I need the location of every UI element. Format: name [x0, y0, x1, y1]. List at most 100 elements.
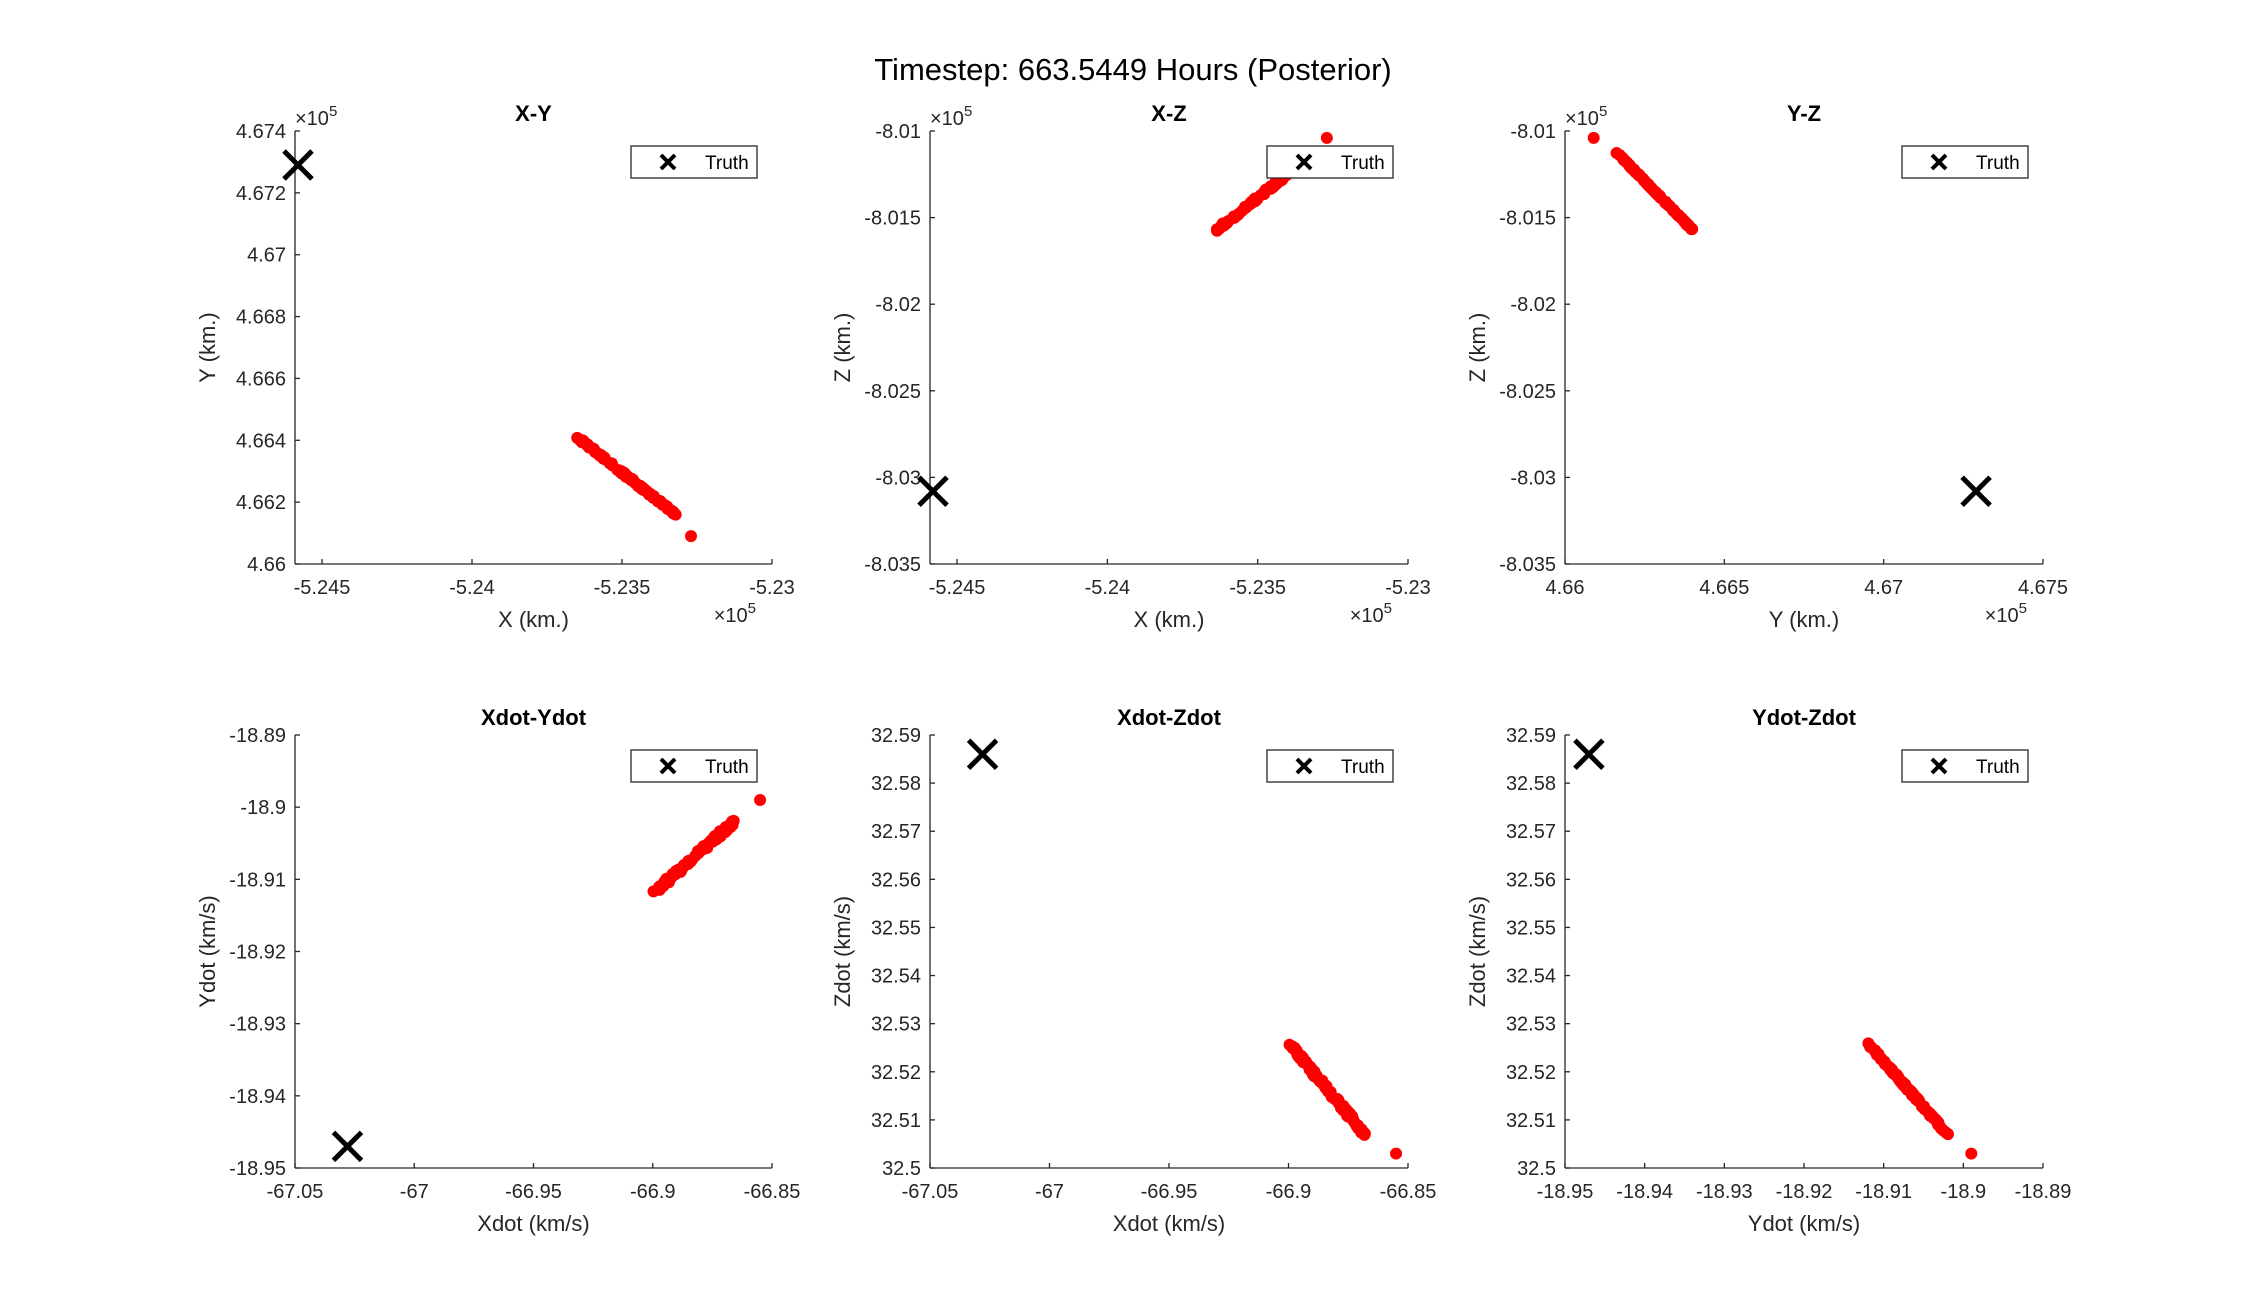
y-axis-label: Y (km.) — [195, 312, 220, 382]
particle-point — [571, 431, 584, 444]
y-tick-label: 32.54 — [871, 966, 921, 988]
subplot-xdot-zdot: -67.05 -67 -66.95 -66.9 -66.85 32.5 32.51 32.52… — [830, 705, 1436, 1236]
legend-marker-icon — [659, 757, 677, 775]
x-tick-label: -66.9 — [630, 1181, 676, 1203]
y-tick-label: 32.51 — [1506, 1110, 1556, 1132]
x-tick-label: -67 — [400, 1181, 429, 1203]
y-tick-label: -8.03 — [875, 467, 921, 489]
x-tick-label: -66.9 — [1266, 1181, 1312, 1203]
subplot-title: X-Z — [1151, 101, 1186, 126]
x-axis-label: Xdot (km/s) — [477, 1211, 589, 1236]
y-axis-label: Z (km.) — [830, 313, 855, 383]
y-exponent-label: ×105 — [1565, 103, 1607, 130]
particle-point — [1337, 1103, 1350, 1116]
particle-point — [637, 483, 650, 496]
y-tick-label: -8.035 — [1499, 554, 1556, 576]
particle-point — [714, 830, 727, 843]
legend-label: Truth — [1976, 153, 2020, 174]
particle-point — [754, 793, 767, 806]
y-tick-label: -18.94 — [229, 1086, 286, 1108]
particle-point — [1320, 131, 1333, 144]
x-tick-label: -67 — [1035, 1181, 1064, 1203]
subplot-xdot-ydot: -67.05 -67 -66.95 -66.9 -66.85 -18.95 -18.94 -1… — [195, 705, 800, 1236]
y-tick-label: 4.664 — [236, 430, 286, 452]
y-tick-label: 32.56 — [871, 869, 921, 891]
particle-point — [1931, 1116, 1944, 1129]
y-tick-label: -18.91 — [229, 869, 286, 891]
particle-point — [1299, 1055, 1312, 1068]
y-tick-label: 32.56 — [1506, 869, 1556, 891]
y-tick-label: 4.66 — [247, 554, 286, 576]
legend-box — [630, 145, 758, 179]
y-tick-label: 4.674 — [236, 121, 286, 143]
particle-point — [1627, 163, 1640, 176]
y-tick-label: 32.5 — [882, 1158, 921, 1180]
x-tick-label: -66.85 — [1380, 1181, 1437, 1203]
y-tick-label: 4.662 — [236, 492, 286, 514]
truth-marker — [917, 475, 949, 508]
legend-box — [630, 749, 758, 783]
x-tick-label: -66.95 — [1141, 1181, 1198, 1203]
x-tick-label: 4.66 — [1546, 577, 1585, 599]
legend: Truth — [1901, 145, 2029, 179]
x-exponent-label: ×105 — [1350, 600, 1392, 627]
particle-point — [618, 467, 631, 480]
particle-point — [1661, 198, 1674, 211]
particle-point — [1672, 209, 1685, 222]
truth-marker-stroke — [1960, 475, 1992, 508]
particle-point — [695, 843, 708, 856]
x-axis-label: Xdot (km/s) — [1113, 1211, 1225, 1236]
y-tick-label: 32.55 — [871, 917, 921, 939]
legend: Truth — [630, 749, 758, 783]
truth-marker — [1960, 475, 1992, 508]
y-tick-label: 4.668 — [236, 307, 286, 329]
x-axis-label: X (km.) — [1134, 607, 1205, 632]
x-tick-label: -18.91 — [1855, 1181, 1912, 1203]
y-tick-label: -8.025 — [1499, 381, 1556, 403]
y-tick-label: 4.666 — [236, 368, 286, 390]
subplot-y-z: 4.66 4.665 4.67 4.675 -8.035 -8.03 -8.025 -8.02… — [1465, 101, 2068, 632]
y-tick-label: -8.01 — [1510, 121, 1556, 143]
subplot-title: Xdot-Ydot — [481, 705, 587, 730]
y-axis-label: Z (km.) — [1465, 313, 1490, 383]
subplot-title: Xdot-Zdot — [1117, 705, 1222, 730]
legend-box — [1266, 749, 1394, 783]
x-tick-label: -5.24 — [1085, 577, 1131, 599]
x-axis-label: X (km.) — [498, 607, 569, 632]
x-tick-label: -18.89 — [2015, 1181, 2072, 1203]
y-tick-label: -8.025 — [864, 381, 921, 403]
subplot-title: Ydot-Zdot — [1752, 705, 1857, 730]
particle-point — [681, 858, 694, 871]
subplot-x-y: -5.245 -5.24 -5.235 -5.23 4.66 4.662 4.664 4.66… — [195, 101, 795, 632]
truth-marker-stroke — [1573, 738, 1605, 771]
particle-point — [1645, 182, 1658, 195]
x-tick-label: 4.665 — [1699, 577, 1749, 599]
x-tick-label: -5.23 — [749, 577, 795, 599]
legend-marker-icon — [1295, 153, 1313, 171]
y-tick-label: -8.015 — [1499, 208, 1556, 230]
y-tick-label: 32.54 — [1506, 966, 1556, 988]
particle-point — [1652, 189, 1665, 202]
y-tick-label: 32.53 — [871, 1014, 921, 1036]
particle-point — [1314, 1074, 1327, 1087]
legend-label: Truth — [1976, 757, 2020, 778]
legend: Truth — [1901, 749, 2029, 783]
x-tick-label: -5.235 — [1229, 577, 1286, 599]
particle-point — [1619, 155, 1632, 168]
truth-marker — [331, 1130, 364, 1163]
y-tick-label: 32.52 — [1506, 1062, 1556, 1084]
y-tick-label: -8.01 — [875, 121, 921, 143]
x-tick-label: -5.24 — [449, 577, 495, 599]
legend-box — [1266, 145, 1394, 179]
legend-marker-icon — [1930, 757, 1948, 775]
x-tick-label: -67.05 — [267, 1181, 324, 1203]
particle-point — [1286, 1040, 1299, 1053]
y-tick-label: 32.59 — [871, 725, 921, 747]
x-tick-label: -18.95 — [1537, 1181, 1594, 1203]
x-tick-label: 4.675 — [2018, 577, 2068, 599]
y-exponent-label: ×105 — [930, 103, 972, 130]
truth-marker-stroke — [917, 475, 949, 508]
y-tick-label: -8.03 — [1510, 467, 1556, 489]
particle-point — [1683, 220, 1696, 233]
